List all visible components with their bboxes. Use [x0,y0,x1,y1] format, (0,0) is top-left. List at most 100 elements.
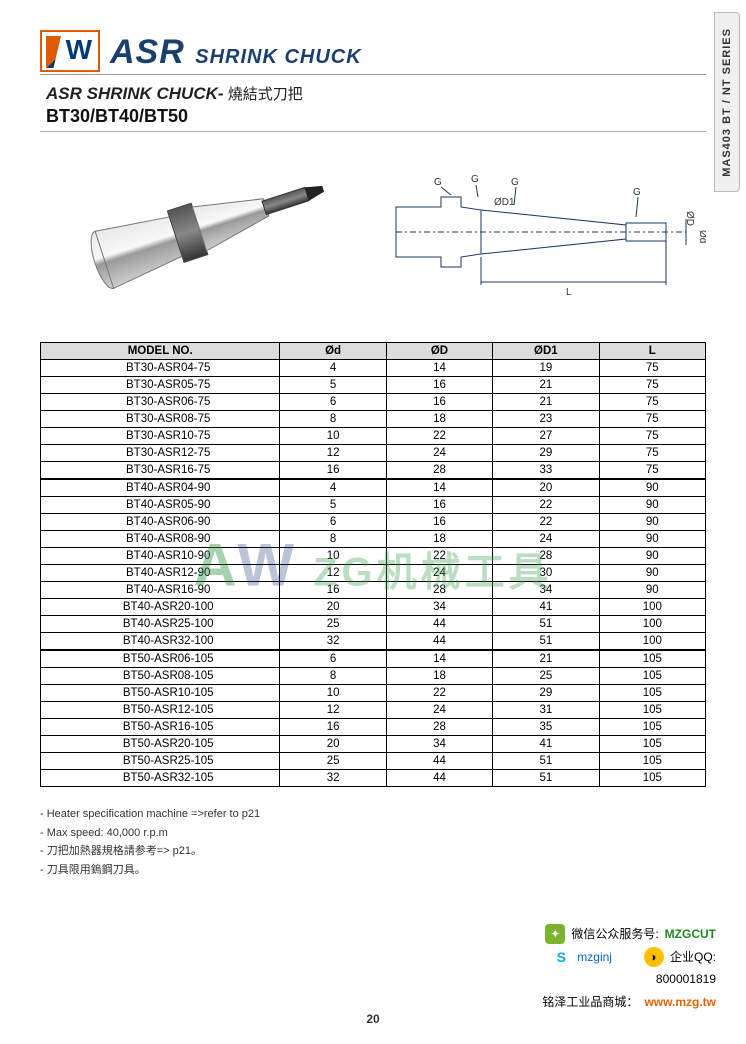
value-cell: 30 [493,565,599,582]
spec-table: MODEL NO.ØdØDØD1L BT30-ASR04-754141975BT… [40,342,706,787]
table-row: BT30-ASR08-758182375 [41,411,706,428]
value-cell: 90 [599,582,705,599]
table-row: BT40-ASR25-100254451100 [41,616,706,633]
col-header: ØD [386,343,492,360]
table-row: BT50-ASR32-105324451105 [41,770,706,787]
value-cell: 44 [386,753,492,770]
value-cell: 16 [386,514,492,531]
value-cell: 75 [599,411,705,428]
value-cell: 31 [493,702,599,719]
table-row: BT40-ASR20-100203441100 [41,599,706,616]
value-cell: 32 [280,633,386,651]
value-cell: 44 [386,770,492,787]
value-cell: 22 [493,514,599,531]
model-cell: BT30-ASR16-75 [41,462,280,480]
model-cell: BT40-ASR12-90 [41,565,280,582]
qq-icon: ◗ [644,947,664,967]
value-cell: 4 [280,479,386,497]
value-cell: 90 [599,479,705,497]
svg-text:G: G [471,174,479,185]
value-cell: 20 [280,736,386,753]
value-cell: 4 [280,360,386,377]
model-cell: BT40-ASR05-90 [41,497,280,514]
value-cell: 51 [493,753,599,770]
model-cell: BT50-ASR06-105 [41,650,280,668]
svg-text:ØD1: ØD1 [494,197,515,208]
value-cell: 28 [386,582,492,599]
value-cell: 105 [599,719,705,736]
value-cell: 105 [599,770,705,787]
shop-url: www.mzg.tw [644,991,716,1014]
value-cell: 34 [493,582,599,599]
value-cell: 16 [386,377,492,394]
value-cell: 24 [493,531,599,548]
table-header-row: MODEL NO.ØdØDØD1L [41,343,706,360]
value-cell: 105 [599,668,705,685]
spec-table-wrap: AW ZG机械工具 MODEL NO.ØdØDØD1L BT30-ASR04-7… [40,342,706,787]
wechat-label: 微信公众服务号: [571,923,658,946]
value-cell: 8 [280,411,386,428]
value-cell: 12 [280,702,386,719]
table-row: BT40-ASR05-905162290 [41,497,706,514]
value-cell: 21 [493,650,599,668]
value-cell: 24 [386,702,492,719]
value-cell: 44 [386,633,492,651]
value-cell: 19 [493,360,599,377]
model-cell: BT40-ASR16-90 [41,582,280,599]
value-cell: 75 [599,360,705,377]
value-cell: 75 [599,428,705,445]
model-cell: BT30-ASR05-75 [41,377,280,394]
value-cell: 34 [386,599,492,616]
table-row: BT30-ASR06-756162175 [41,394,706,411]
value-cell: 24 [386,445,492,462]
title-sub: SHRINK CHUCK [195,46,361,68]
table-row: BT50-ASR16-105162835105 [41,719,706,736]
col-header: MODEL NO. [41,343,280,360]
model-cell: BT30-ASR06-75 [41,394,280,411]
value-cell: 44 [386,616,492,633]
value-cell: 105 [599,650,705,668]
table-row: BT40-ASR04-904142090 [41,479,706,497]
value-cell: 75 [599,445,705,462]
value-cell: 24 [386,565,492,582]
qq-label: 企业QQ: [670,946,716,969]
value-cell: 10 [280,548,386,565]
value-cell: 105 [599,736,705,753]
model-cell: BT50-ASR16-105 [41,719,280,736]
model-cell: BT50-ASR20-105 [41,736,280,753]
value-cell: 100 [599,599,705,616]
value-cell: 21 [493,377,599,394]
value-cell: 16 [386,394,492,411]
value-cell: 75 [599,394,705,411]
model-cell: BT40-ASR04-90 [41,479,280,497]
value-cell: 23 [493,411,599,428]
value-cell: 51 [493,616,599,633]
table-row: BT40-ASR12-9012243090 [41,565,706,582]
shop-label: 铭泽工业品商城： [542,991,638,1014]
side-series-tab: MAS403 BT / NT SERIES [714,12,740,192]
wechat-id: MZGCUT [665,923,716,946]
value-cell: 16 [280,582,386,599]
table-row: BT50-ASR06-10561421105 [41,650,706,668]
value-cell: 20 [493,479,599,497]
value-cell: 51 [493,633,599,651]
value-cell: 6 [280,514,386,531]
value-cell: 14 [386,479,492,497]
value-cell: 5 [280,377,386,394]
value-cell: 100 [599,616,705,633]
value-cell: 22 [493,497,599,514]
value-cell: 41 [493,599,599,616]
subtitle-block: ASR SHRINK CHUCK- 燒結式刀把 BT30/BT40/BT50 [40,83,706,132]
table-row: BT30-ASR12-7512242975 [41,445,706,462]
table-row: BT40-ASR16-9016283490 [41,582,706,599]
value-cell: 33 [493,462,599,480]
table-row: BT50-ASR20-105203441105 [41,736,706,753]
subtitle-en: ASR SHRINK CHUCK- [46,84,224,103]
table-row: BT50-ASR12-105122431105 [41,702,706,719]
table-row: BT40-ASR06-906162290 [41,514,706,531]
figure-row: G G G G L Ød ØD ØD1 [40,152,706,312]
skype-id: mzginj [577,946,612,969]
value-cell: 41 [493,736,599,753]
value-cell: 28 [386,462,492,480]
dimension-diagram: G G G G L Ød ØD ØD1 [386,157,706,307]
